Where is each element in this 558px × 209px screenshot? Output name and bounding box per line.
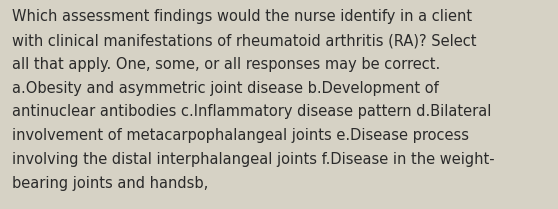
Text: involvement of metacarpophalangeal joints e.Disease process: involvement of metacarpophalangeal joint… [12,128,469,143]
Text: involving the distal interphalangeal joints f.Disease in the weight-: involving the distal interphalangeal joi… [12,152,495,167]
Text: a.Obesity and asymmetric joint disease b.Development of: a.Obesity and asymmetric joint disease b… [12,81,439,96]
Text: all that apply. One, some, or all responses may be correct.: all that apply. One, some, or all respon… [12,57,440,72]
Text: Which assessment findings would the nurse identify in a client: Which assessment findings would the nurs… [12,9,473,24]
Text: with clinical manifestations of rheumatoid arthritis (RA)? Select: with clinical manifestations of rheumato… [12,33,477,48]
Text: antinuclear antibodies c.Inflammatory disease pattern d.Bilateral: antinuclear antibodies c.Inflammatory di… [12,104,492,119]
Text: bearing joints and handsb,: bearing joints and handsb, [12,176,209,191]
